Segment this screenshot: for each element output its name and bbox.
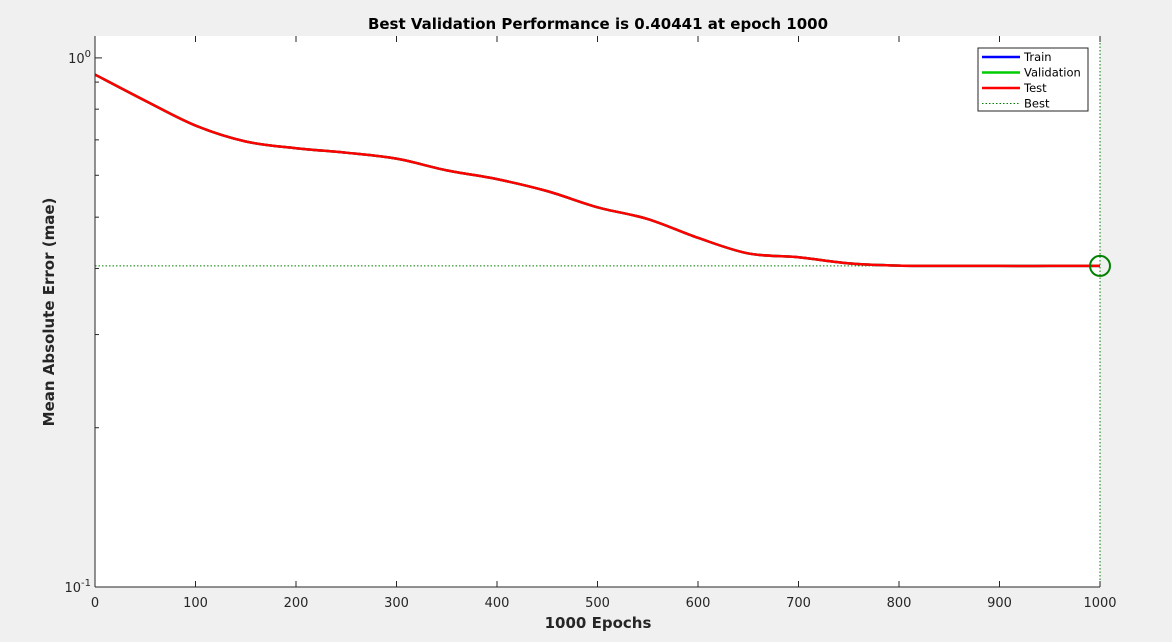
x-tick-label: 200 — [284, 596, 309, 611]
x-tick-label: 500 — [585, 596, 610, 611]
legend-label: Test — [1023, 81, 1047, 95]
x-tick-label: 700 — [786, 596, 811, 611]
plot-area — [95, 36, 1100, 587]
x-tick-label: 100 — [183, 596, 208, 611]
x-tick-label: 300 — [384, 596, 409, 611]
x-tick-label: 900 — [987, 596, 1012, 611]
y-tick-base: 10 — [68, 52, 85, 67]
y-tick-label: 100 — [68, 49, 91, 67]
series-layer — [94, 73, 1101, 268]
legend-label: Best — [1024, 97, 1050, 111]
x-tick-label: 400 — [485, 596, 510, 611]
series-line-test — [94, 73, 1101, 268]
y-axis-label: Mean Absolute Error (mae) — [40, 198, 58, 427]
x-tick-label: 0 — [91, 596, 99, 611]
x-tick-label: 1000 — [1083, 596, 1116, 611]
y-tick-exponent: 0 — [85, 49, 91, 60]
x-axis-label: 1000 Epochs — [545, 614, 652, 632]
best-marker-layer — [1089, 254, 1111, 277]
best-point-marker — [1089, 254, 1111, 277]
y-tick-exponent: -1 — [81, 578, 91, 589]
legend-label: Validation — [1024, 66, 1081, 80]
y-tick-base: 10 — [64, 581, 81, 596]
legend-label: Train — [1023, 50, 1052, 64]
y-tick-label: 10-1 — [64, 578, 91, 596]
x-tick-label: 600 — [686, 596, 711, 611]
x-tick-label: 800 — [887, 596, 912, 611]
chart-title: Best Validation Performance is 0.40441 a… — [368, 15, 828, 33]
legend-box — [977, 47, 1089, 112]
x-ticks: 0 100 200 300 400 500 600 700 800 900 1000 — [91, 36, 1117, 611]
